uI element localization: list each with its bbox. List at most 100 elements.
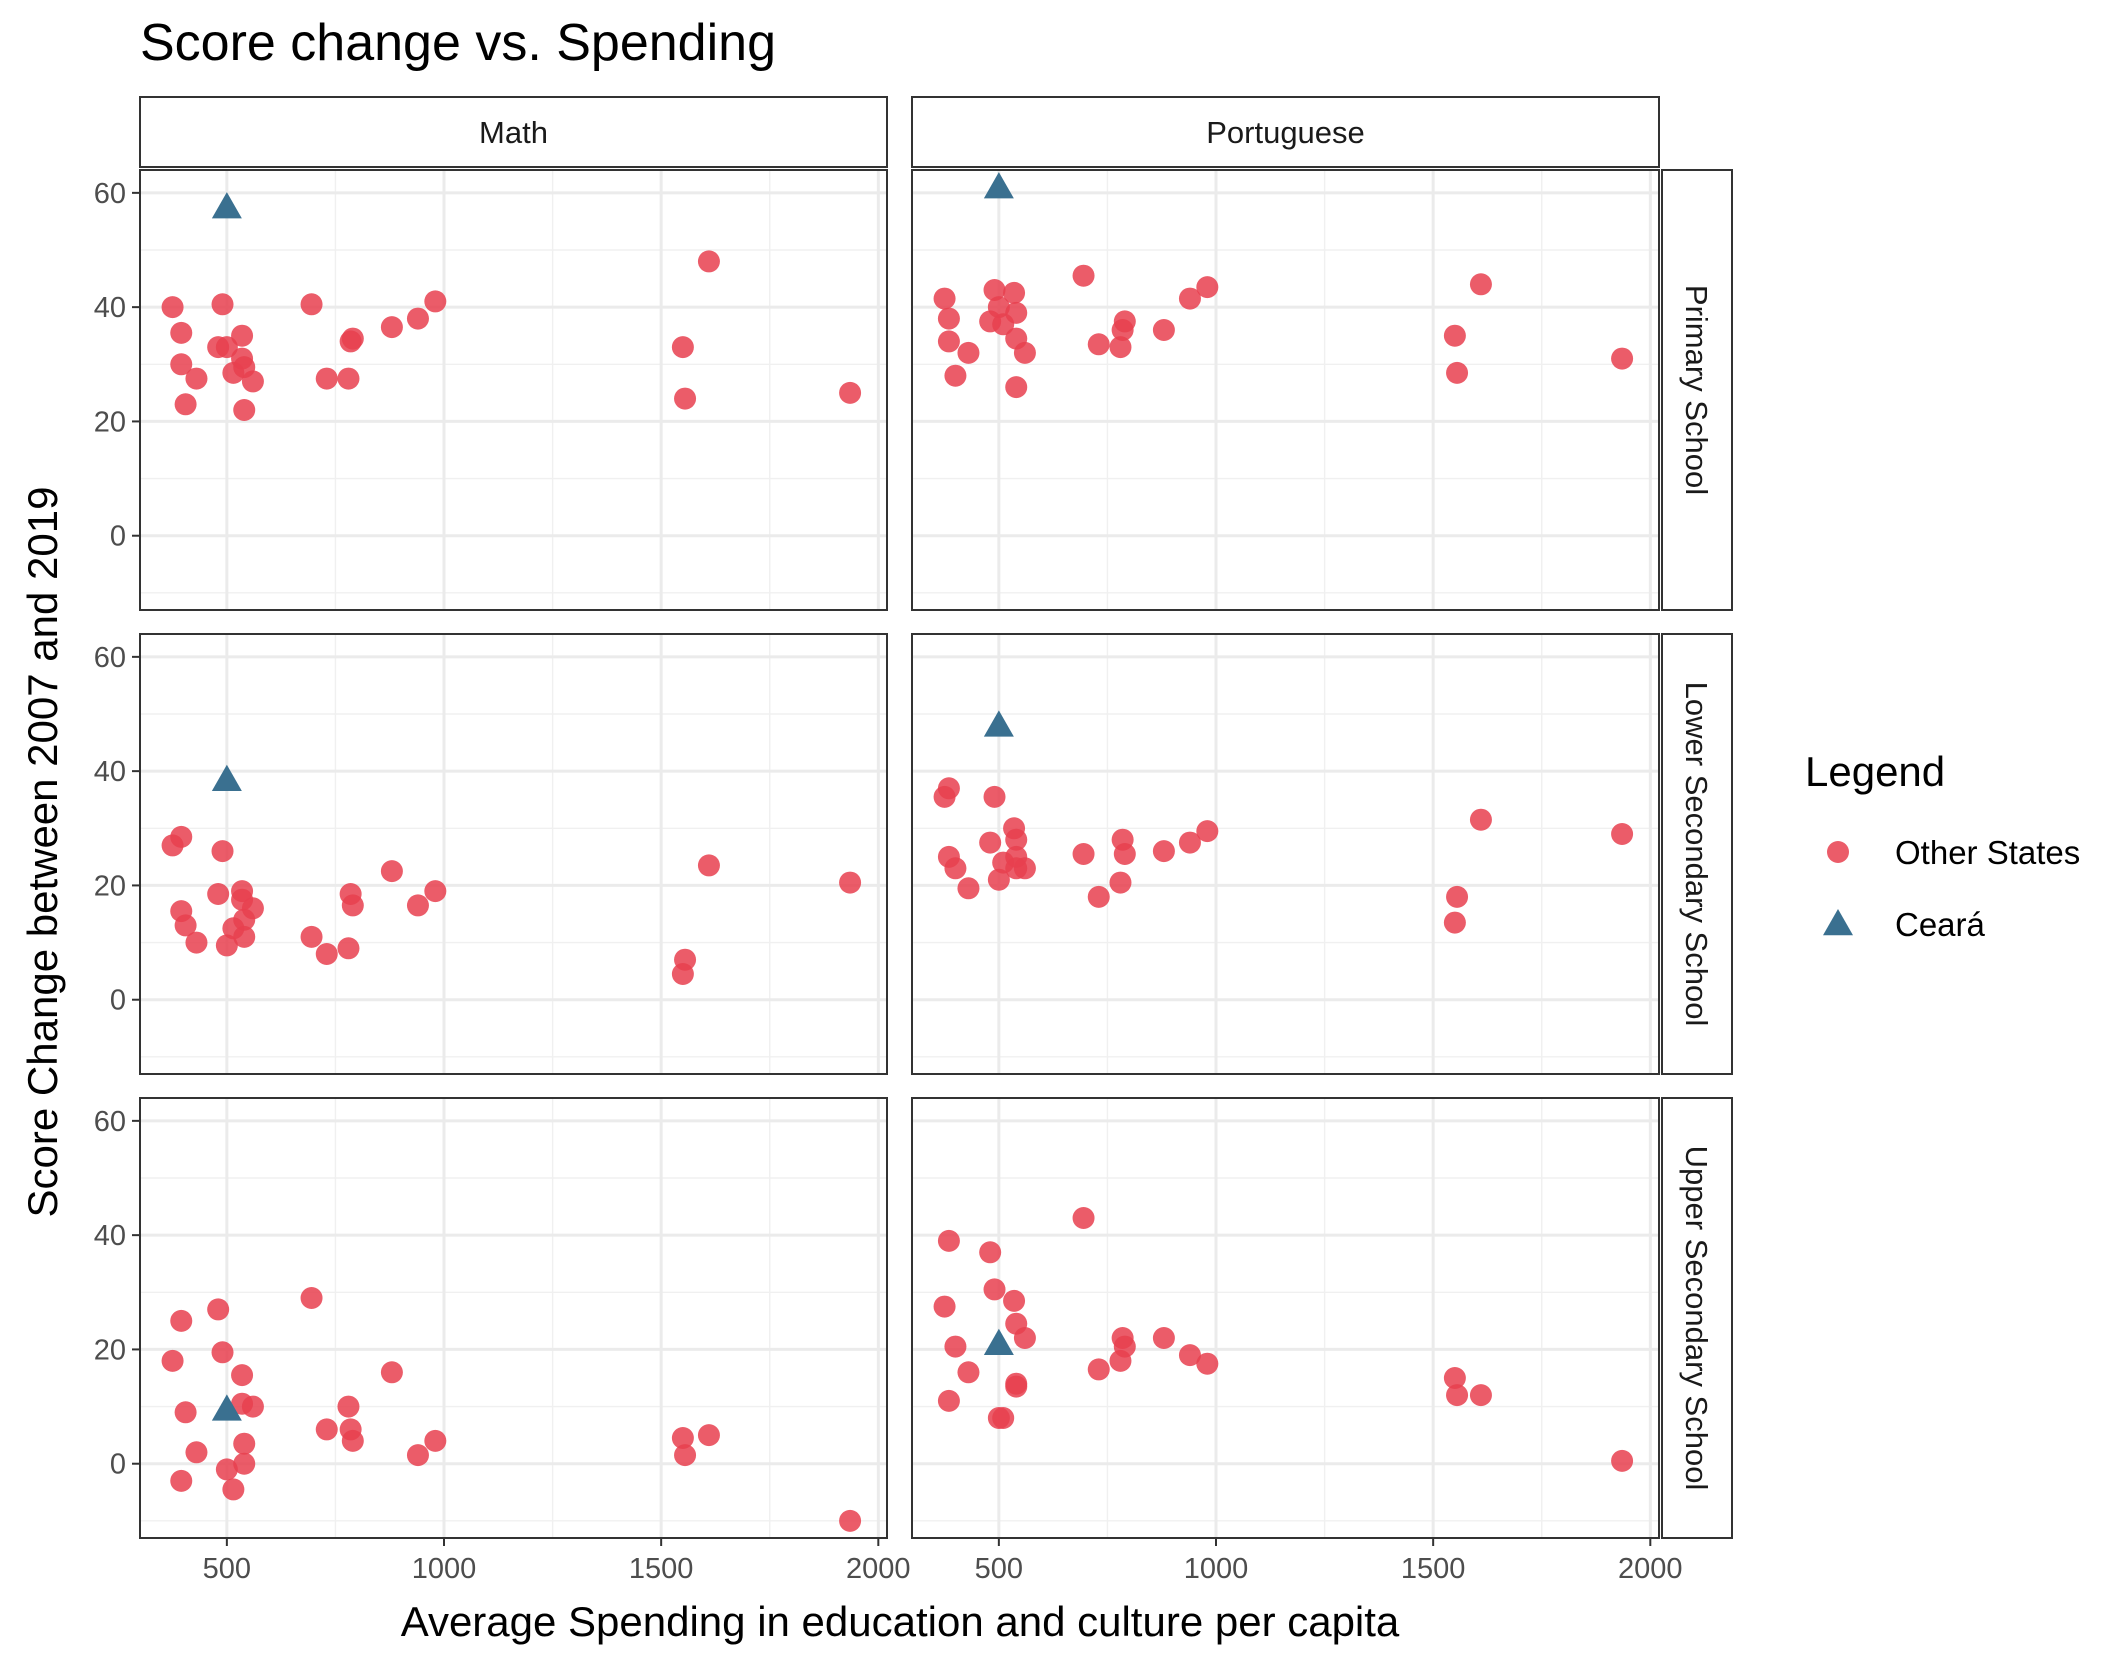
y-tick-label: 0 <box>110 985 126 1017</box>
other-state-point <box>161 1349 184 1372</box>
facet-strip-portuguese <box>911 96 1660 168</box>
other-state-point <box>241 1395 264 1418</box>
other-state-point <box>937 330 960 353</box>
y-tick-label: 20 <box>94 870 126 902</box>
other-state-point <box>937 307 960 330</box>
y-tick-label: 60 <box>94 178 126 210</box>
panel-border <box>911 633 1660 1075</box>
other-state-point <box>674 948 697 971</box>
other-state-point <box>839 381 862 404</box>
other-state-point <box>1178 287 1201 310</box>
other-state-point <box>211 293 234 316</box>
other-state-point <box>207 883 230 905</box>
other-state-point <box>1113 1335 1136 1358</box>
chart-title: Score change vs. Spending <box>140 14 776 72</box>
other-state-point <box>674 387 697 410</box>
other-state-point <box>674 1444 697 1467</box>
x-tick-label: 2000 <box>846 1553 911 1585</box>
other-state-point <box>424 290 447 313</box>
other-state-point <box>979 831 1002 854</box>
other-state-point <box>300 293 323 316</box>
panel-border <box>139 169 888 611</box>
other-state-point <box>1469 273 1492 296</box>
other-state-point <box>957 1361 980 1384</box>
other-state-point <box>1196 276 1219 299</box>
other-state-point <box>1196 1352 1219 1375</box>
other-state-point <box>697 854 720 877</box>
panel-border <box>911 1097 1660 1539</box>
legend-key-triangle <box>1823 909 1853 936</box>
other-state-point <box>1446 1384 1469 1407</box>
other-state-point <box>174 393 197 416</box>
other-state-point <box>233 1452 256 1475</box>
other-state-point <box>161 296 184 319</box>
other-state-point <box>337 1395 360 1418</box>
panel-border <box>139 1097 888 1539</box>
other-state-point <box>1005 376 1028 399</box>
other-state-point <box>185 367 208 390</box>
panel-portuguese-row0 <box>911 169 1660 611</box>
other-state-point <box>337 937 360 960</box>
facet-strip-label: Portuguese <box>1206 115 1365 150</box>
other-state-point <box>1611 1449 1634 1472</box>
x-tick-label: 1000 <box>1184 1553 1249 1585</box>
x-tick-label: 500 <box>203 1553 251 1585</box>
other-state-point <box>406 894 429 917</box>
facet-strip-row <box>1661 169 1733 611</box>
other-state-point <box>406 307 429 330</box>
y-tick-label: 40 <box>94 1220 126 1252</box>
other-state-point <box>170 321 193 344</box>
other-state-point <box>174 914 197 937</box>
ceara-point <box>211 192 242 219</box>
other-state-point <box>170 353 193 376</box>
other-state-point <box>424 1429 447 1452</box>
other-state-point <box>170 825 193 848</box>
other-state-point <box>1013 1327 1036 1349</box>
other-state-point <box>215 336 238 359</box>
other-state-point <box>839 871 862 894</box>
other-state-point <box>1196 820 1219 843</box>
other-state-point <box>937 1229 960 1252</box>
other-state-point <box>1446 361 1469 384</box>
other-state-point <box>315 943 338 965</box>
other-state-point <box>1446 885 1469 908</box>
other-state-point <box>933 1295 956 1318</box>
other-state-point <box>944 364 967 387</box>
other-state-point <box>207 1298 230 1321</box>
other-state-point <box>174 1401 197 1424</box>
other-state-point <box>211 840 234 863</box>
panel-math-row0 <box>139 169 888 611</box>
other-state-point <box>957 877 980 900</box>
other-state-point <box>1003 1289 1026 1312</box>
other-state-point <box>170 1469 193 1492</box>
other-state-point <box>1611 823 1634 845</box>
other-state-point <box>697 250 720 273</box>
other-state-point <box>380 316 403 339</box>
facet-panels: Math Portuguese Primary School Lower Second… <box>139 96 1733 1539</box>
legend-key-circle <box>1827 841 1849 863</box>
legend-label: Other States <box>1895 834 2080 871</box>
other-state-point <box>983 1278 1006 1301</box>
other-state-point <box>337 367 360 390</box>
facet-strip-label: Math <box>479 115 548 150</box>
other-state-point <box>233 925 256 948</box>
y-tick-label: 20 <box>94 406 126 438</box>
ceara-point <box>211 764 242 791</box>
other-state-point <box>983 785 1006 808</box>
other-state-point <box>1152 840 1175 863</box>
y-tick-label: 0 <box>110 521 126 553</box>
facet-strip-row <box>1661 1097 1733 1539</box>
other-state-point <box>1087 333 1110 356</box>
y-axis-title: Score Change between 2007 and 2019 <box>19 487 66 1218</box>
other-state-point <box>992 1407 1015 1429</box>
panel-math-row2 <box>139 1097 888 1539</box>
y-tick-label: 40 <box>94 756 126 788</box>
other-state-point <box>1152 319 1175 341</box>
other-state-point <box>215 1458 238 1481</box>
other-state-point <box>1087 1358 1110 1381</box>
other-state-point <box>983 279 1006 301</box>
facet-strip-row-label: Lower Secondary School <box>1679 682 1714 1027</box>
other-state-point <box>1005 301 1028 324</box>
ceara-point <box>983 710 1014 737</box>
